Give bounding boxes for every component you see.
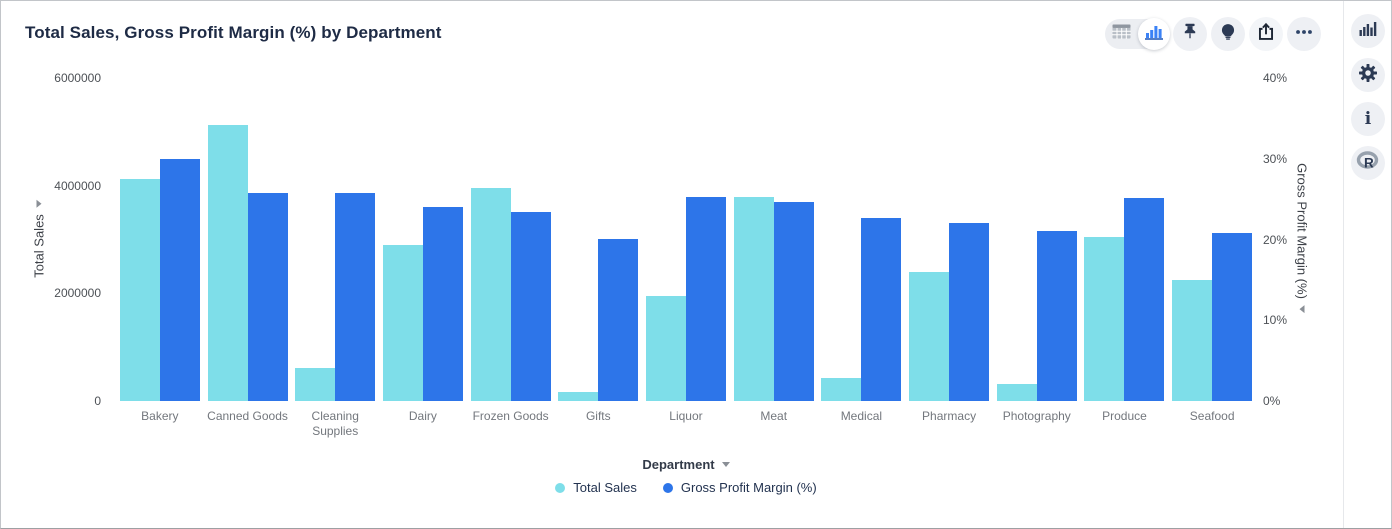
bar-gross-profit-margin-gifts[interactable] bbox=[598, 238, 639, 401]
category-label-medical: Medical bbox=[840, 409, 883, 423]
bar-total-sales-produce[interactable] bbox=[1084, 237, 1125, 401]
pin-button[interactable] bbox=[1173, 17, 1207, 51]
bar-total-sales-pharmacy[interactable] bbox=[909, 271, 950, 401]
view-toggle[interactable] bbox=[1105, 18, 1170, 50]
right-axis-ticks: 0% 10% 20% 30% 40% bbox=[1263, 71, 1333, 408]
bar-total-sales-dairy[interactable] bbox=[382, 244, 423, 401]
bar-gross-profit-margin-cleaning-supplies[interactable] bbox=[335, 193, 376, 401]
left-axis-ticks: 0 2000000 4000000 6000000 bbox=[1, 71, 101, 408]
axis-tick-label: 20% bbox=[1263, 232, 1288, 247]
legend-item-gross-profit-margin[interactable]: Gross Profit Margin (%) bbox=[662, 480, 817, 495]
legend-label: Gross Profit Margin (%) bbox=[680, 480, 817, 495]
pin-icon bbox=[1179, 21, 1201, 48]
bar-gross-profit-margin-photography[interactable] bbox=[1036, 231, 1077, 401]
chart-view-button[interactable] bbox=[1138, 18, 1170, 50]
bar-total-sales-cleaning-supplies[interactable] bbox=[295, 367, 336, 401]
page-title: Total Sales, Gross Profit Margin (%) by … bbox=[25, 23, 442, 42]
bar-gross-profit-margin-canned-goods[interactable] bbox=[247, 192, 288, 401]
category-label-canned-goods: Canned Goods bbox=[207, 409, 288, 423]
category-label-pharmacy: Pharmacy bbox=[922, 409, 977, 423]
settings-rail-button[interactable] bbox=[1351, 58, 1385, 92]
axis-tick-label: 40% bbox=[1263, 71, 1288, 85]
bar-total-sales-frozen-goods[interactable] bbox=[470, 187, 511, 401]
category-label-photography: Photography bbox=[1002, 409, 1071, 423]
right-axis-title-text: Gross Profit Margin (%) bbox=[1294, 163, 1310, 299]
bar-gross-profit-margin-dairy[interactable] bbox=[422, 207, 463, 401]
table-view-button[interactable] bbox=[1105, 19, 1137, 49]
bar-total-sales-meat[interactable] bbox=[733, 196, 774, 401]
category-label-seafood: Seafood bbox=[1189, 409, 1235, 423]
gear-icon bbox=[1357, 62, 1379, 89]
legend-item-total-sales[interactable]: Total Sales bbox=[555, 480, 637, 495]
info-rail-button[interactable]: i bbox=[1351, 102, 1385, 136]
category-label-gifts: Gifts bbox=[585, 409, 611, 423]
bar-gross-profit-margin-medical[interactable] bbox=[861, 217, 902, 401]
legend-color-dot bbox=[555, 482, 566, 493]
side-rail: i R bbox=[1343, 1, 1391, 528]
bar-gross-profit-margin-produce[interactable] bbox=[1124, 198, 1165, 401]
chevron-down-icon bbox=[36, 200, 42, 209]
more-options-button[interactable] bbox=[1287, 17, 1321, 51]
axis-tick-label: 10% bbox=[1263, 313, 1288, 328]
bar-gross-profit-margin-seafood[interactable] bbox=[1212, 233, 1253, 401]
left-axis-title[interactable]: Total Sales bbox=[32, 200, 47, 278]
plot-area bbox=[116, 78, 1256, 401]
bar-total-sales-medical[interactable] bbox=[821, 378, 862, 401]
info-icon: i bbox=[1364, 108, 1372, 129]
chevron-down-icon bbox=[721, 462, 730, 467]
category-label-bakery: Bakery bbox=[141, 409, 179, 423]
r-logo-icon: R bbox=[1356, 150, 1380, 177]
r-analytics-rail-button[interactable]: R bbox=[1351, 146, 1385, 180]
chart-toolbar bbox=[1105, 17, 1321, 51]
bar-total-sales-bakery[interactable] bbox=[119, 179, 160, 401]
bar-gross-profit-margin-frozen-goods[interactable] bbox=[510, 212, 551, 401]
bar-chart-icon bbox=[1358, 19, 1378, 44]
bar-total-sales-gifts[interactable] bbox=[558, 391, 599, 401]
x-axis-title[interactable]: Department bbox=[116, 457, 1256, 472]
category-label-cleaning-supplies: Cleaning Supplies bbox=[311, 409, 359, 438]
svg-text:R: R bbox=[1364, 155, 1374, 170]
table-icon bbox=[1111, 24, 1131, 44]
chevron-down-icon bbox=[1299, 304, 1305, 313]
share-export-icon bbox=[1255, 21, 1277, 48]
category-label-dairy: Dairy bbox=[408, 409, 437, 423]
share-button[interactable] bbox=[1249, 17, 1283, 51]
bar-total-sales-seafood[interactable] bbox=[1172, 279, 1213, 401]
charts-rail-button[interactable] bbox=[1351, 14, 1385, 48]
category-label-liquor: Liquor bbox=[669, 409, 703, 423]
x-axis-title-text: Department bbox=[642, 457, 715, 472]
bar-chart-icon bbox=[1145, 24, 1163, 45]
ellipsis-icon bbox=[1293, 21, 1315, 48]
bar-total-sales-canned-goods[interactable] bbox=[207, 124, 248, 401]
left-axis-title-text: Total Sales bbox=[31, 214, 47, 278]
category-label-produce: Produce bbox=[1102, 409, 1147, 423]
bar-total-sales-liquor[interactable] bbox=[646, 295, 686, 401]
x-axis-category-labels: Bakery Canned Goods Cleaning Supplies Dairy… bbox=[116, 409, 1256, 453]
insights-button[interactable] bbox=[1211, 17, 1245, 51]
lightbulb-icon bbox=[1217, 21, 1239, 48]
bar-gross-profit-margin-meat[interactable] bbox=[773, 202, 814, 401]
axis-tick-label: 0% bbox=[1263, 394, 1281, 408]
axis-tick-label: 6000000 bbox=[54, 71, 101, 85]
category-label-frozen-goods: Frozen Goods bbox=[472, 409, 549, 423]
legend-color-dot bbox=[662, 482, 673, 493]
bar-gross-profit-margin-pharmacy[interactable] bbox=[949, 222, 990, 401]
axis-tick-label: 2000000 bbox=[54, 286, 101, 301]
bar-gross-profit-margin-liquor[interactable] bbox=[686, 196, 726, 401]
bar-gross-profit-margin-bakery[interactable] bbox=[159, 158, 200, 401]
legend-label: Total Sales bbox=[573, 480, 637, 495]
category-label-meat: Meat bbox=[760, 409, 788, 423]
right-axis-title[interactable]: Gross Profit Margin (%) bbox=[1295, 163, 1310, 313]
axis-tick-label: 4000000 bbox=[54, 178, 101, 193]
axis-tick-label: 0 bbox=[94, 394, 101, 408]
chart-legend: Total Sales Gross Profit Margin (%) bbox=[116, 480, 1256, 495]
axis-tick-label: 30% bbox=[1263, 151, 1288, 166]
bar-total-sales-photography[interactable] bbox=[996, 383, 1037, 401]
